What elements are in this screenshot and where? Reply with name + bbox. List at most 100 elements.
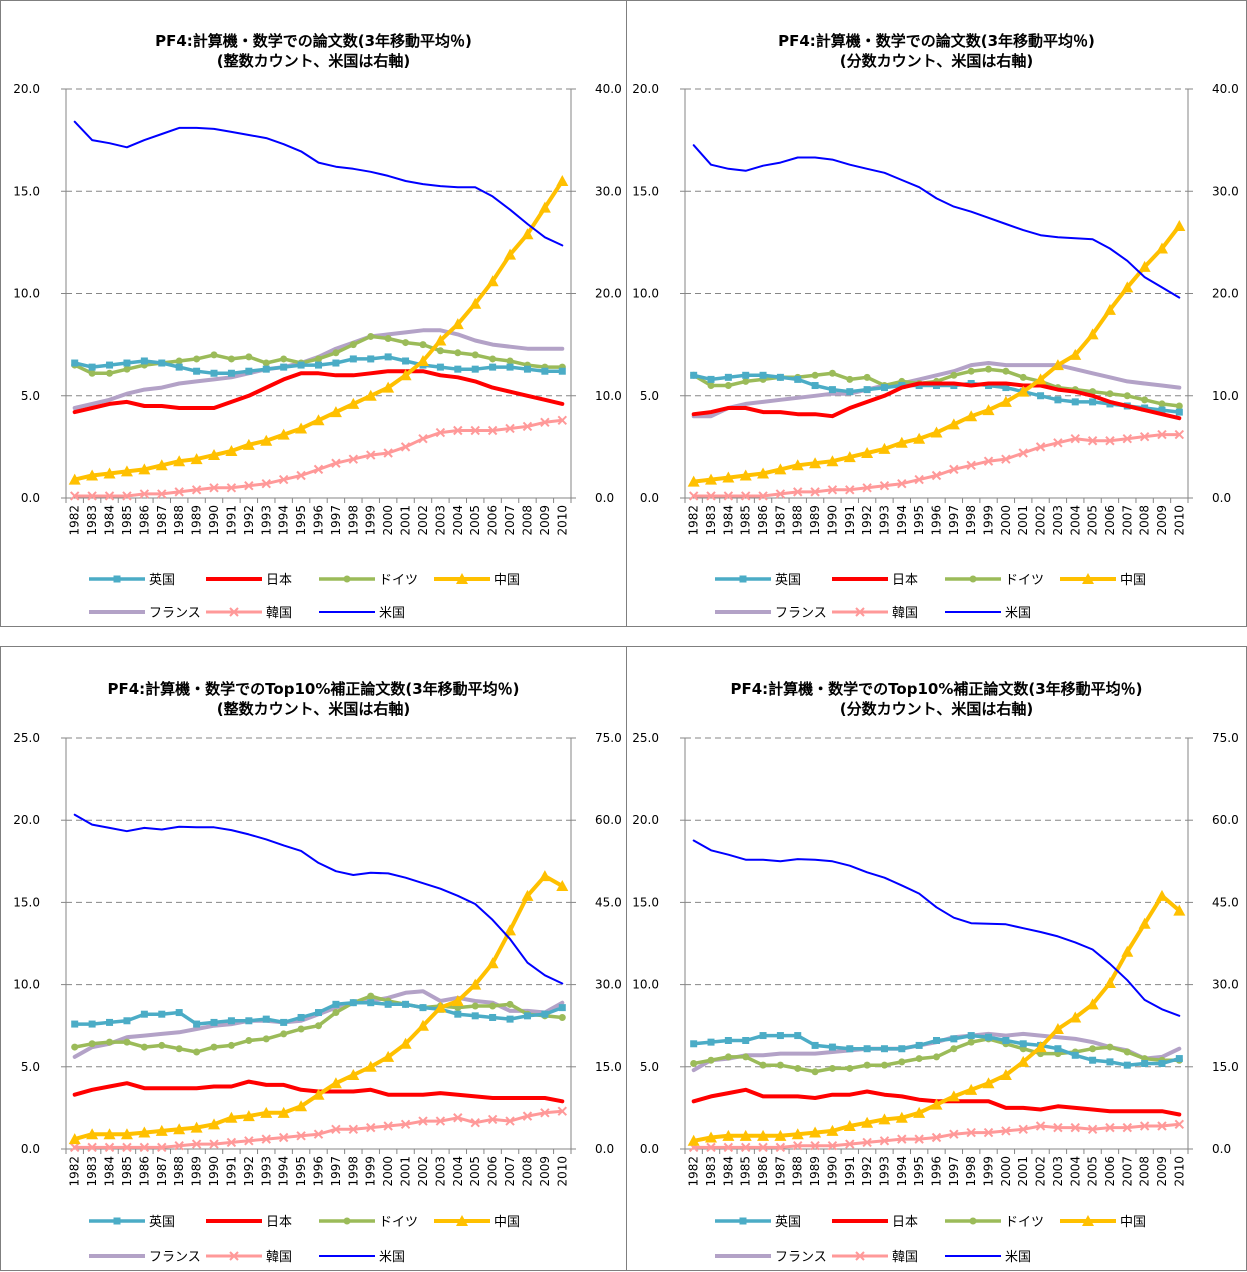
chart-3-point-ドイツ (193, 1048, 201, 1056)
chart-4-point-英国 (1002, 1036, 1010, 1044)
chart-4-point-英国 (811, 1041, 819, 1049)
chart-4-point-韓国-stroke-b (1139, 1121, 1150, 1131)
chart-2-point-韓国 (914, 474, 924, 485)
chart-1-point-ドイツ (402, 339, 410, 347)
chart-2-legend-label: 英国 (775, 573, 801, 588)
chart-4-point-韓国-stroke-b (706, 1142, 716, 1153)
chart-4-point-ドイツ (1123, 1048, 1131, 1056)
chart-3-point-韓国-stroke-b (104, 1142, 115, 1153)
chart-1-point-韓国-stroke-b (313, 464, 324, 475)
chart-3-point-中国 (103, 1128, 116, 1140)
chart-2-xtick-label: 1985 (739, 505, 753, 536)
chart-4-point-英国 (742, 1036, 750, 1044)
chart-1-legend-label: 中国 (494, 573, 520, 588)
chart-4-xtick-label: 1993 (877, 1156, 891, 1187)
chart-1-point-英国 (227, 369, 235, 377)
chart-2-point-中国 (930, 426, 943, 438)
chart-1-ytick-label: 15.0 (13, 184, 40, 198)
chart-4-point-英国 (950, 1035, 958, 1043)
chart-4-point-英国 (1106, 1058, 1114, 1066)
chart-2-point-韓国 (983, 456, 994, 466)
chart-2-point-英国 (776, 373, 784, 381)
chart-1-series-中国 (68, 175, 569, 485)
chart-3-xtick-label: 2008 (520, 1156, 534, 1187)
chart-3-point-ドイツ (245, 1036, 253, 1044)
chart-3-point-中国 (277, 1106, 290, 1118)
chart-2-point-韓国 (1087, 436, 1098, 446)
chart-3-point-韓国-stroke-b (226, 1137, 237, 1148)
chart-2-point-中国 (687, 475, 700, 487)
chart-1-point-韓国-stroke-b (505, 423, 515, 434)
chart-4-xtick-label: 1997 (947, 1156, 961, 1187)
chart-4-point-ドイツ (776, 1061, 784, 1069)
chart-4-point-韓国-stroke-b (740, 1142, 751, 1153)
chart-3-series-中国 (68, 870, 569, 1145)
chart-4-point-韓国 (1053, 1122, 1063, 1133)
chart-4-point-中国 (687, 1134, 700, 1146)
chart-4-legend-marker (739, 1217, 747, 1225)
chart-2-xtick-label: 1988 (791, 505, 805, 536)
chart-2-point-韓国-stroke-b (862, 483, 872, 493)
chart-4-point-中国 (895, 1111, 908, 1123)
chart-4-point-英国 (1175, 1055, 1183, 1063)
chart-2-point-ドイツ (1019, 373, 1027, 381)
chart-4-xtick-label: 1987 (773, 1156, 787, 1187)
chart-4-y2tick-label: 75.0 (1212, 731, 1239, 745)
chart-1-point-ドイツ (454, 349, 462, 357)
chart-3-point-英国 (71, 1020, 79, 1028)
chart-1-point-韓国-stroke-b (104, 491, 115, 501)
chart-1-point-英国 (315, 361, 322, 369)
chart-2-legend-中国: 中国 (1060, 573, 1146, 588)
chart-1-xtick-label: 2007 (503, 505, 517, 536)
chart-2-point-英国 (1002, 384, 1010, 392)
chart-4-point-ドイツ (1106, 1043, 1114, 1051)
chart-3-point-英国 (506, 1015, 514, 1023)
chart-2-point-韓国 (1053, 438, 1063, 448)
chart-1-point-韓国 (400, 442, 411, 452)
chart-3-point-韓国 (453, 1113, 463, 1123)
chart-2-point-ドイツ (1175, 402, 1183, 410)
chart-2-xtick-label: 2007 (1120, 505, 1134, 536)
chart-2-xtick-label: 2004 (1068, 505, 1082, 536)
chart-3-point-韓国 (87, 1142, 97, 1153)
chart-1-point-ドイツ (471, 351, 479, 359)
chart-3-point-ドイツ (123, 1038, 131, 1046)
chart-3-xtick-label: 2004 (451, 1156, 465, 1187)
chart-4-point-韓国-stroke-b (914, 1134, 924, 1144)
chart-1-point-ドイツ (384, 334, 392, 342)
chart-2-point-中国 (895, 436, 908, 448)
chart-2-series-line-日本 (691, 381, 1182, 421)
chart-2-point-韓国-stroke-b (1087, 436, 1098, 446)
chart-1-xtick-label: 2010 (555, 505, 569, 536)
chart-1-ytick-label: 0.0 (21, 491, 40, 505)
chart-3-point-中国 (242, 1110, 255, 1122)
chart-4-point-韓国 (966, 1127, 976, 1138)
chart-1-point-中国 (556, 175, 569, 187)
chart-3-point-中国 (138, 1126, 151, 1138)
chart-3-point-韓国-stroke-b (400, 1119, 411, 1130)
chart-4-point-英国 (985, 1033, 993, 1041)
chart-2-y2tick-label: 10.0 (1212, 389, 1239, 403)
chart-2-series-韓国 (688, 429, 1185, 501)
chart-1-point-英国 (384, 353, 392, 361)
chart-1-point-英国 (262, 365, 270, 373)
chart-1-xtick-label: 2005 (468, 505, 482, 536)
chart-3-point-中国 (312, 1088, 325, 1100)
chart-1-point-韓国-stroke-b (540, 417, 550, 428)
chart-3-y2tick-label: 15.0 (595, 1060, 622, 1074)
chart-1-xtick-label: 1993 (259, 505, 273, 536)
chart-2-legend-label: 中国 (1120, 573, 1146, 588)
chart-1-point-ドイツ (506, 357, 514, 365)
chart-3-ytick-label: 15.0 (13, 895, 40, 909)
chart-1-legend-米国: 米国 (319, 606, 405, 621)
chart-1-point-韓国 (470, 425, 480, 436)
chart-3-point-韓国-stroke-b (244, 1136, 254, 1146)
chart-3-legend-marker (229, 1251, 239, 1261)
chart-1-point-ドイツ (315, 355, 322, 363)
chart-3-point-英国 (523, 1012, 531, 1020)
chart-2-xtick-label: 1994 (895, 505, 909, 536)
chart-2-point-韓国-stroke-b (827, 485, 838, 495)
chart-2-point-中国 (947, 418, 960, 430)
chart-2-point-英国 (1175, 408, 1183, 416)
chart-4-point-韓国 (706, 1142, 716, 1153)
